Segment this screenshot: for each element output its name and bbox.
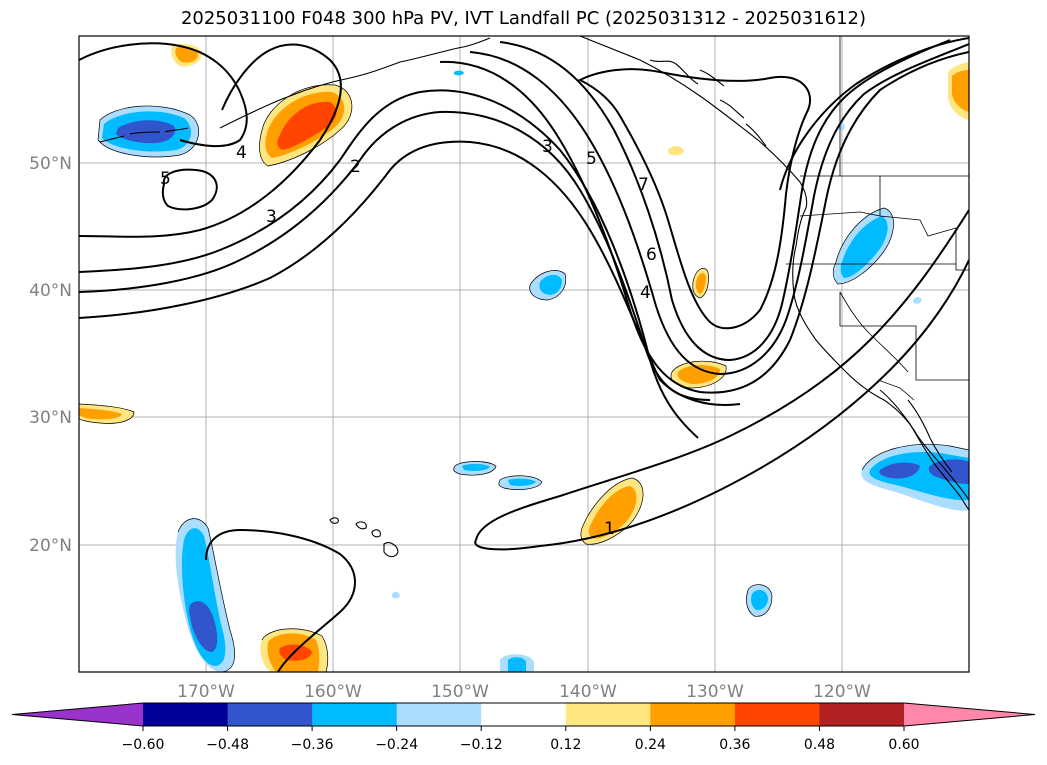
colorbar-segment — [819, 703, 905, 726]
colorbar: −0.60 −0.48 −0.36 −0.24 −0.12 0.12 0.24 0.36 0.4… — [11, 702, 1036, 753]
lon-label-140w: 140°W — [559, 682, 617, 702]
map-frame — [78, 35, 970, 673]
contour-label: 4 — [236, 143, 247, 163]
pv-shading — [79, 44, 969, 672]
colorbar-segment — [481, 703, 567, 726]
contour-label: 6 — [646, 245, 657, 265]
contour-label: 3 — [542, 137, 553, 157]
contour-label: 5 — [586, 149, 597, 169]
coastlines — [99, 36, 969, 558]
colorbar-segment — [396, 703, 482, 726]
contour-label: 4 — [640, 283, 651, 303]
colorbar-segment — [565, 703, 651, 726]
colorbar-tick-label: −0.48 — [206, 737, 249, 753]
colorbar-segment — [650, 703, 736, 726]
lon-label-150w: 150°W — [431, 682, 489, 702]
colorbar-tick-label: −0.36 — [291, 737, 334, 753]
map-panel: 4 5 3 2 3 5 7 6 4 1 — [79, 36, 969, 672]
lat-label-40n: 40°N — [29, 281, 72, 301]
lat-label-30n: 30°N — [29, 408, 72, 428]
contour-label: 7 — [638, 175, 649, 195]
contour-label: 1 — [604, 519, 615, 539]
lat-labels: 50°N 40°N 30°N 20°N — [29, 154, 72, 556]
colorbar-segment — [734, 703, 820, 726]
colorbar-tick-label: −0.12 — [460, 737, 503, 753]
colorbar-extend-high — [904, 703, 1035, 726]
colorbar-segment — [312, 703, 398, 726]
contour-label: 3 — [266, 207, 277, 227]
colorbar-tick-label: 0.24 — [635, 737, 666, 753]
lon-label-160w: 160°W — [304, 682, 362, 702]
colorbar-tick-label: 0.12 — [550, 737, 581, 753]
colorbar-tick-label: 0.36 — [719, 737, 750, 753]
colorbar-tick-label: −0.60 — [122, 737, 165, 753]
contour-label: 5 — [160, 169, 171, 189]
lon-label-130w: 130°W — [686, 682, 744, 702]
colorbar-tick-label: 0.48 — [804, 737, 835, 753]
colorbar-extend-low — [12, 703, 143, 726]
lat-label-50n: 50°N — [29, 154, 72, 174]
map-title: 2025031100 F048 300 hPa PV, IVT Landfall… — [180, 8, 867, 29]
colorbar-segment — [143, 703, 229, 726]
ivt-contours — [79, 37, 969, 672]
colorbar-tick-label: 0.60 — [888, 737, 919, 753]
lon-label-170w: 170°W — [177, 682, 235, 702]
colorbar-tick-label: −0.24 — [375, 737, 418, 753]
colorbar-segment — [227, 703, 313, 726]
contour-label: 2 — [350, 157, 361, 177]
lon-label-120w: 120°W — [813, 682, 871, 702]
lat-label-20n: 20°N — [29, 536, 72, 556]
contour-labels: 4 5 3 2 3 5 7 6 4 1 — [160, 137, 657, 539]
lon-labels: 170°W 160°W 150°W 140°W 130°W 120°W — [177, 682, 871, 702]
